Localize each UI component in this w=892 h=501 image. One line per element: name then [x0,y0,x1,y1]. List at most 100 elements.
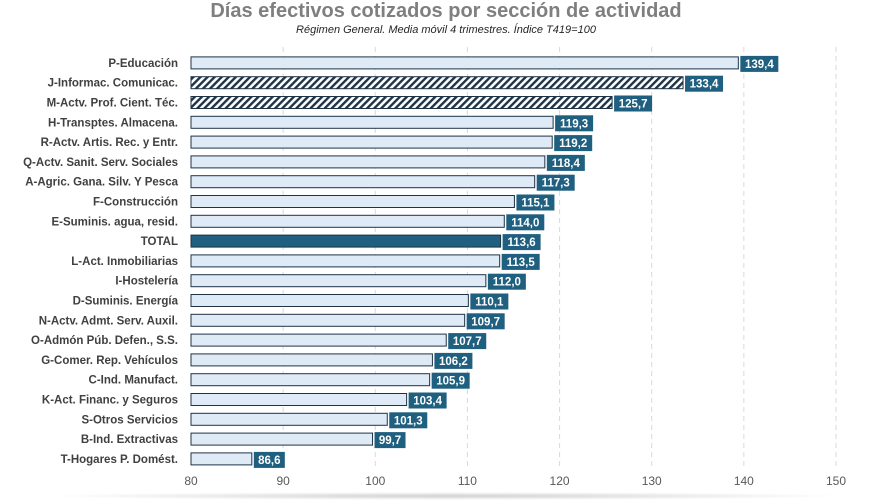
value-label-box [614,95,653,112]
value-label-box [554,135,593,152]
bar [190,353,433,367]
x-tick-label: 90 [276,474,290,488]
category-label: O-Admón Púb. Defen., S.S. [31,335,178,347]
value-label: 119,2 [559,138,587,150]
bottom-shadow [40,492,852,500]
category-label: I-Hostelería [115,276,178,288]
category-label: C-Ind. Manufact. [89,375,178,387]
category-label: L-Act. Inmobiliarias [71,256,178,268]
value-label: 105,9 [436,376,465,388]
value-label: 99,7 [379,435,401,447]
value-label-box [487,273,526,290]
value-label: 119,3 [560,118,588,130]
value-label: 118,4 [552,158,581,170]
bar [190,432,374,446]
category-label: R-Actv. Artis. Rec. y Entr. [41,137,178,149]
value-label: 107,7 [453,336,482,348]
value-label-box [431,372,470,389]
bar [190,294,469,307]
value-label: 113,5 [507,257,536,269]
value-label: 103,4 [413,396,442,408]
bar [190,195,515,208]
value-label: 109,7 [471,316,500,328]
value-label-box [389,412,428,429]
x-tick-label: 110 [458,474,477,488]
value-label-box [546,154,585,171]
category-label: Q-Actv. Sanit. Serv. Sociales [23,157,178,169]
x-axis-ticks: 80 90 100 110 120 130 140 150 [184,474,846,488]
category-label: K-Act. Financ. y Seguros [42,395,178,407]
value-label: 117,3 [542,178,570,190]
value-label: 115,1 [521,198,550,210]
bar [190,135,553,149]
value-label-box [466,313,505,330]
category-label: B-Ind. Extractivas [81,434,178,446]
x-tick-label: 80 [184,474,198,488]
value-labels: 139,4 133,4 125,7 119,3 119,2 118,4 117,3 115,1… [253,55,779,468]
value-label-box [408,392,447,409]
bar [190,373,431,387]
value-label: 114,0 [511,217,539,229]
value-label: 86,6 [258,455,280,467]
value-label-box [374,432,406,449]
value-label-box [506,214,545,231]
bar [190,412,388,426]
x-tick-label: 140 [734,474,754,488]
category-label: D-Suminis. Energía [73,296,179,308]
value-label-box [502,234,541,251]
category-label: E-Suminis. agua, resid. [51,216,178,228]
value-label-box [470,293,509,310]
bar [190,274,487,288]
x-tick-label: 150 [826,474,846,488]
bar [190,76,684,90]
bar [190,452,253,466]
bar [190,333,447,347]
value-label-box [740,55,779,72]
bar [190,56,739,70]
value-label: 112,0 [493,277,521,289]
bar [190,155,546,169]
value-label-box [253,451,285,468]
bar [190,313,466,327]
value-label: 106,2 [439,356,468,368]
x-tick-label: 100 [365,474,385,488]
category-label: A-Agric. Gana. Silv. Y Pesca [25,177,178,189]
value-label-box [536,174,575,191]
category-label: S-Otros Servicios [81,414,178,426]
category-labels: P-Educación J-Informac. Comunicac. M-Actv.… [23,58,178,466]
chart-title: Días efectivos cotizados por sección de … [210,0,682,22]
value-label-box [685,75,724,92]
value-label: 113,6 [508,237,536,249]
bar [190,234,502,248]
category-label: N-Actv. Admt. Serv. Auxil. [39,315,178,327]
bar [190,96,613,109]
category-label: TOTAL [141,236,178,248]
value-label-box [516,194,555,211]
category-label: J-Informac. Comunicac. [48,78,178,90]
bar [190,214,505,228]
value-label: 139,4 [745,59,774,71]
value-label: 110,1 [475,297,504,309]
category-label: P-Educación [108,58,178,70]
x-tick-label: 120 [550,474,570,488]
value-label-box [434,352,473,369]
bars [190,56,739,466]
value-label-box [555,115,594,132]
category-label: F-Construcción [93,197,178,209]
value-label-box [448,333,487,350]
value-label: 101,3 [394,415,423,427]
bar [190,254,501,268]
bar [190,115,554,129]
bar [190,175,536,189]
category-label: H-Transptes. Almacena. [48,117,178,129]
category-label: T-Hogares P. Domést. [61,454,178,466]
chart-subtitle: Régimen General. Media móvil 4 trimestre… [296,24,596,36]
x-tick-label: 130 [642,474,662,488]
value-label: 133,4 [690,79,719,91]
category-label: M-Actv. Prof. Cient. Téc. [47,98,178,110]
bar [190,393,408,406]
value-label: 125,7 [619,99,648,111]
value-label-box [501,253,540,270]
category-label: G-Comer. Rep. Vehículos [41,355,178,367]
